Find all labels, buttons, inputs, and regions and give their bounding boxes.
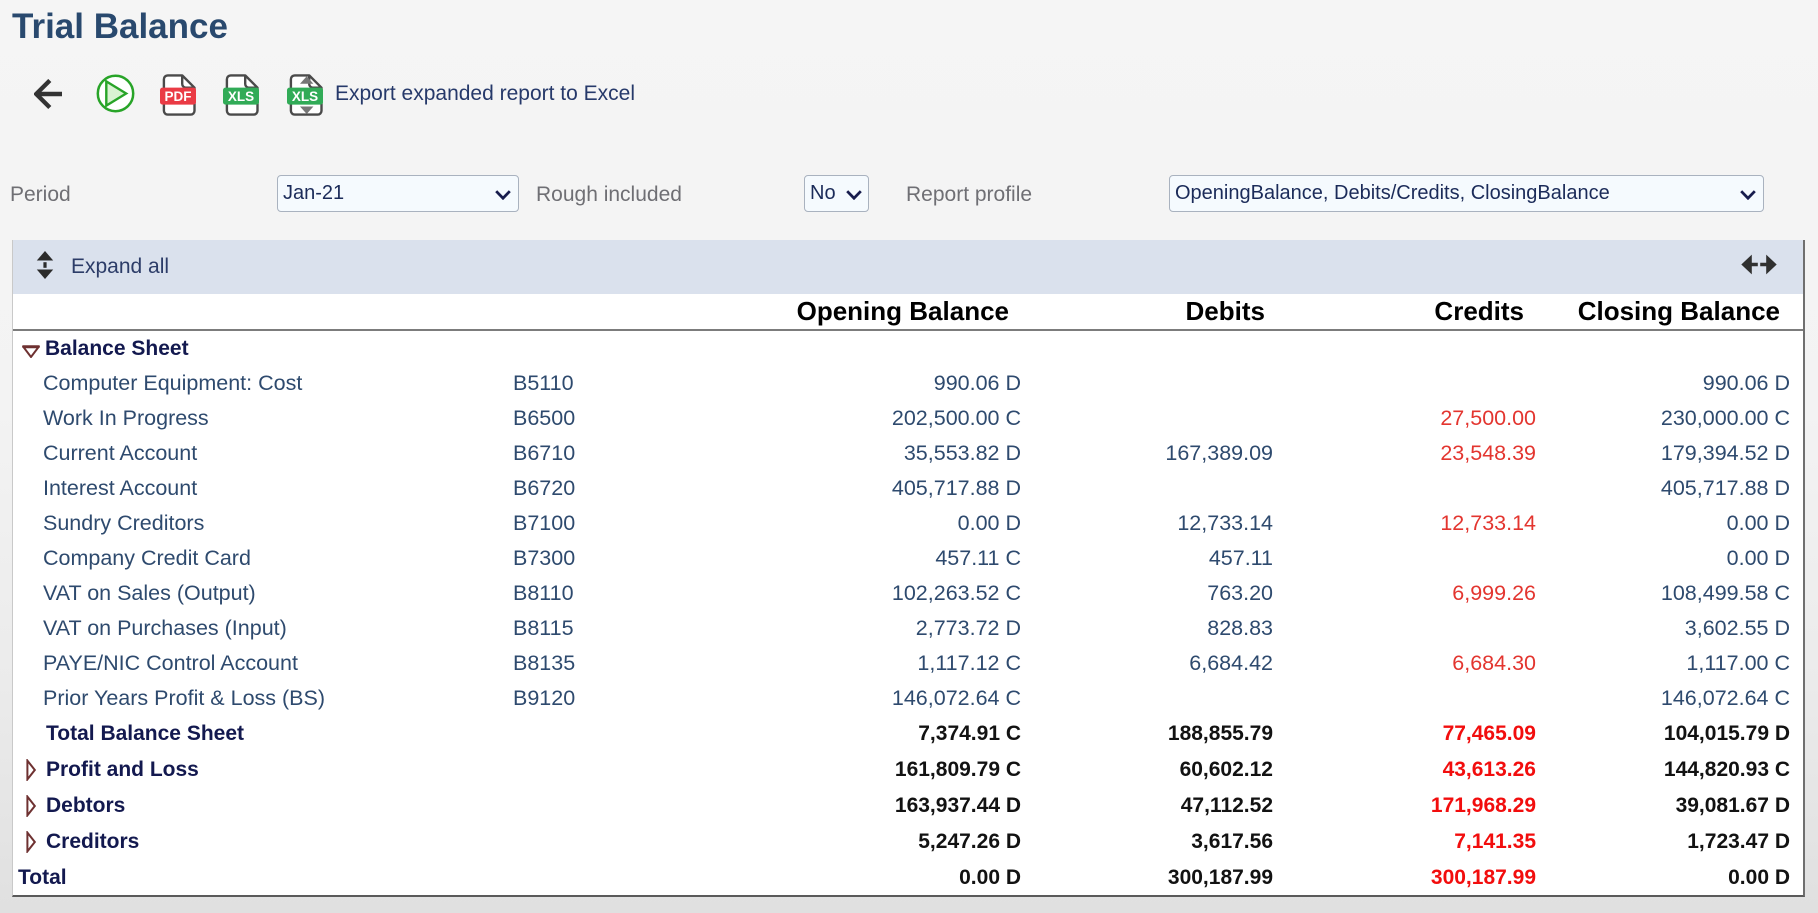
- svg-text:PDF: PDF: [165, 89, 192, 104]
- svg-text:XLS: XLS: [292, 89, 318, 104]
- svg-text:XLS: XLS: [228, 89, 254, 104]
